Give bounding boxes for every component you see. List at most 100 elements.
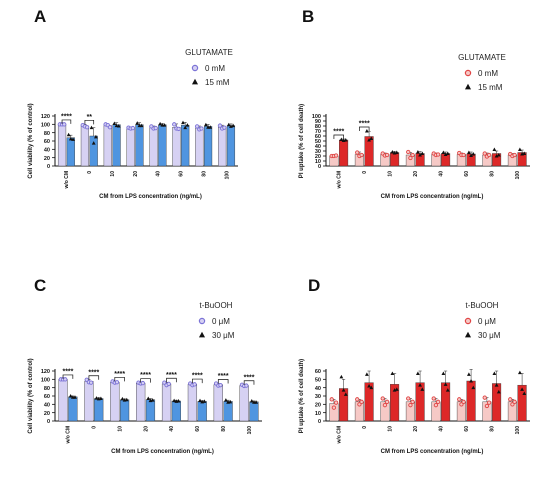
y-tick-label: 120 bbox=[41, 369, 50, 375]
significance-bracket bbox=[217, 379, 229, 384]
significance-bracket bbox=[84, 119, 95, 125]
bar bbox=[466, 380, 476, 422]
data-point-triangle bbox=[124, 397, 129, 402]
data-point-triangle bbox=[471, 385, 476, 390]
y-tick-label: 30 bbox=[315, 149, 321, 155]
data-point-circle bbox=[130, 125, 136, 131]
bar bbox=[172, 127, 181, 167]
data-point-circle bbox=[63, 377, 68, 382]
bar bbox=[84, 381, 94, 422]
data-point-triangle bbox=[66, 132, 71, 137]
data-point-triangle bbox=[469, 153, 473, 157]
y-tick-label: 40 bbox=[315, 386, 321, 392]
legend-marker-circle bbox=[464, 317, 472, 325]
data-point-circle bbox=[218, 383, 223, 388]
y-tick-label: 60 bbox=[315, 134, 321, 140]
data-point-triangle bbox=[496, 389, 501, 394]
bar bbox=[223, 401, 233, 422]
data-point-triangle bbox=[68, 394, 73, 398]
x-tick-label: 80 bbox=[221, 426, 227, 432]
data-point-triangle bbox=[466, 372, 471, 376]
y-tick-label: 20 bbox=[315, 154, 321, 160]
x-tick-label: 100 bbox=[247, 426, 253, 435]
x-axis-label: CM from LPS concentration (ng/mL) bbox=[381, 449, 484, 455]
legend: t-BuOOH 0 μM 30 μM bbox=[464, 301, 501, 340]
y-axis-label: PI uptake (% of cell death) bbox=[299, 359, 305, 433]
legend-marker-triangle bbox=[198, 331, 206, 338]
legend-marker-triangle bbox=[191, 78, 199, 85]
data-point-triangle bbox=[135, 121, 140, 125]
data-point-triangle bbox=[441, 150, 446, 154]
panel-d: Dt-BuOOH 0 μM 30 μM 0 10 20 30 40 50 60 PI uptake … bbox=[299, 276, 530, 455]
bar bbox=[68, 396, 78, 422]
data-point-circle bbox=[384, 399, 390, 404]
bar bbox=[135, 124, 144, 167]
data-point-circle bbox=[114, 380, 120, 385]
data-point-triangle bbox=[73, 395, 77, 399]
x-tick-label: 60 bbox=[464, 171, 470, 177]
bar bbox=[197, 401, 207, 422]
bar bbox=[339, 139, 349, 167]
x-tick-label: 0 bbox=[362, 171, 368, 174]
significance-label: **** bbox=[244, 374, 255, 381]
x-tick-label: 40 bbox=[156, 171, 162, 177]
bar bbox=[415, 382, 425, 422]
data-point-triangle bbox=[496, 153, 501, 157]
x-tick-label: 80 bbox=[201, 171, 207, 177]
bar bbox=[239, 385, 249, 422]
data-point-circle bbox=[88, 380, 94, 385]
data-point-triangle bbox=[226, 122, 231, 127]
data-point-triangle bbox=[415, 150, 420, 154]
y-tick-label: 0 bbox=[318, 419, 321, 425]
data-point-triangle bbox=[339, 374, 344, 379]
significance-label: **** bbox=[218, 373, 229, 380]
bar bbox=[89, 135, 98, 167]
legend: GLUTAMATE 0 mM 15 mM bbox=[185, 48, 233, 87]
data-point-triangle bbox=[185, 123, 190, 127]
legend-label: 30 μM bbox=[478, 331, 501, 340]
significance-label: **** bbox=[333, 129, 344, 136]
significance-bracket bbox=[140, 378, 151, 383]
bar bbox=[181, 124, 190, 167]
data-point-circle bbox=[406, 396, 411, 401]
data-point-triangle bbox=[172, 398, 177, 403]
legend-label: 0 μM bbox=[212, 317, 230, 326]
data-point-triangle bbox=[198, 398, 202, 403]
y-tick-label: 10 bbox=[315, 411, 321, 417]
significance-bracket bbox=[166, 377, 177, 383]
bar bbox=[149, 127, 158, 167]
y-tick-label: 20 bbox=[315, 403, 321, 409]
data-point-triangle bbox=[445, 388, 450, 392]
legend-label: 0 mM bbox=[478, 69, 498, 78]
x-tick-label: 10 bbox=[388, 171, 394, 177]
data-point-circle bbox=[461, 152, 466, 158]
data-point-circle bbox=[331, 405, 337, 410]
data-point-circle bbox=[512, 399, 517, 404]
data-point-triangle bbox=[94, 396, 99, 400]
data-point-circle bbox=[410, 399, 415, 404]
data-point-triangle bbox=[394, 150, 399, 154]
data-point-triangle bbox=[231, 123, 236, 128]
y-tick-label: 80 bbox=[44, 131, 50, 137]
x-tick-label: 80 bbox=[490, 171, 496, 177]
legend-title: t-BuOOH bbox=[200, 301, 233, 310]
data-point-triangle bbox=[494, 383, 499, 387]
x-axis-label: CM from LPS concentration (ng/mL) bbox=[99, 194, 202, 200]
data-point-circle bbox=[461, 399, 466, 404]
data-point-circle bbox=[166, 381, 171, 387]
bar bbox=[187, 384, 198, 422]
legend: GLUTAMATE 0 mM 15 mM bbox=[458, 53, 506, 92]
significance-bracket bbox=[192, 378, 203, 384]
data-point-triangle bbox=[367, 384, 371, 388]
significance-label: **** bbox=[114, 371, 125, 378]
y-axis-label: Cell viability (% of control) bbox=[28, 358, 34, 433]
x-tick-label: 20 bbox=[133, 171, 139, 177]
data-point-triangle bbox=[466, 150, 471, 154]
data-point-triangle bbox=[492, 371, 497, 375]
legend-marker-circle bbox=[464, 69, 472, 77]
legend-label: 0 μM bbox=[478, 317, 496, 326]
data-point-triangle bbox=[181, 120, 185, 125]
x-axis-label: CM from LPS concentration (ng/mL) bbox=[381, 194, 484, 200]
panel-letter: D bbox=[308, 276, 320, 295]
